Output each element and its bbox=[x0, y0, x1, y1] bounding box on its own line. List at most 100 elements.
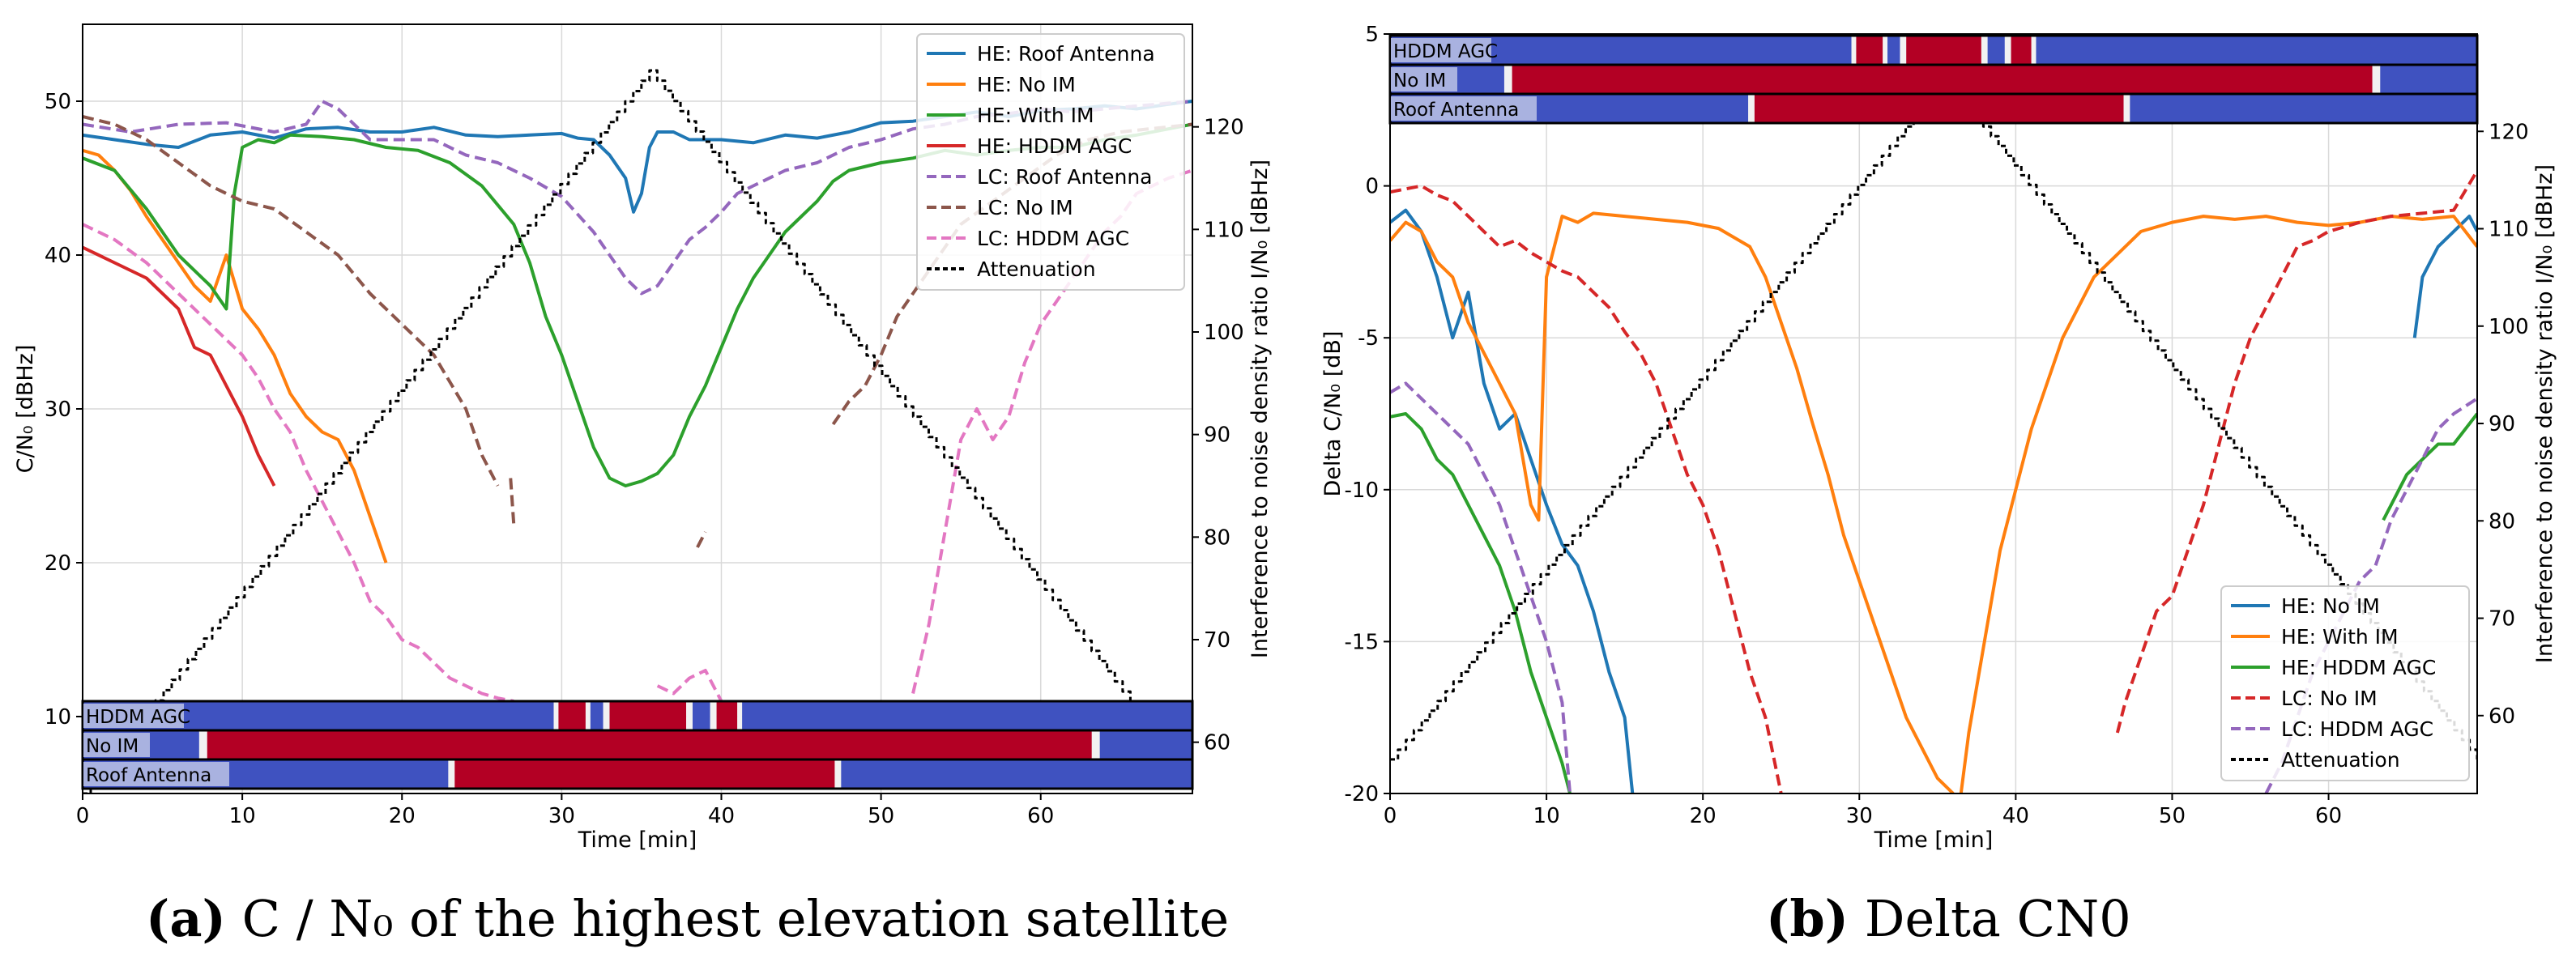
band-segment bbox=[1099, 730, 1192, 759]
legend-label: HE: No IM bbox=[2281, 594, 2380, 618]
band-label: No IM bbox=[86, 736, 139, 757]
y2-tick-label: 80 bbox=[2489, 509, 2515, 534]
band-segment bbox=[558, 701, 586, 730]
band-segment bbox=[454, 759, 835, 789]
band-segment bbox=[1512, 65, 2373, 94]
state-bands: HDDM AGC No IM Roof Antenna bbox=[81, 700, 1194, 790]
y2-tick-label: 100 bbox=[1204, 321, 1244, 345]
band-segment bbox=[1900, 36, 1907, 65]
band-segment bbox=[710, 701, 717, 730]
y2-axis-label: Interference to noise density ratio I/N₀… bbox=[1247, 160, 1273, 658]
y2-axis-label: Interference to noise density ratio I/N₀… bbox=[2532, 164, 2557, 663]
x-tick-label: 50 bbox=[868, 804, 894, 828]
y-tick-label: 10 bbox=[45, 705, 71, 730]
band-label-bg bbox=[1391, 38, 1491, 62]
caption-a: (a) C / N₀ of the highest elevation sate… bbox=[146, 889, 1229, 948]
band-label: HDDM AGC bbox=[86, 707, 190, 728]
y2-tick-label: 100 bbox=[2489, 315, 2529, 339]
y-tick-label: 30 bbox=[45, 398, 71, 422]
caption-a-label: (a) bbox=[146, 889, 226, 948]
band-segment bbox=[737, 701, 743, 730]
band-label-bg bbox=[1391, 67, 1457, 91]
series-lc-roof-antenna bbox=[83, 100, 1192, 296]
legend-label: Attenuation bbox=[2281, 748, 2400, 772]
band-segment bbox=[553, 701, 559, 730]
band-segment bbox=[834, 759, 842, 789]
x-tick-label: 40 bbox=[708, 804, 735, 828]
band-segment bbox=[693, 701, 710, 730]
band-segment bbox=[207, 730, 1092, 759]
band-segment bbox=[2031, 36, 2036, 65]
band-segment bbox=[603, 701, 610, 730]
x-tick-label: 20 bbox=[389, 804, 416, 828]
band-segment bbox=[2130, 94, 2477, 123]
band-segment bbox=[1748, 94, 1755, 123]
legend-label: HE: With IM bbox=[977, 104, 1094, 127]
series-attenuation bbox=[83, 69, 1192, 793]
y2-tick-label: 60 bbox=[1204, 731, 1230, 755]
band-segment bbox=[841, 759, 1192, 789]
band-label: Roof Antenna bbox=[1393, 100, 1519, 121]
band-label-bg bbox=[83, 733, 150, 757]
chart-panel-a: HDDM AGC No IM Roof Antenna 0 10 20 30 40 50 60 10… bbox=[13, 23, 1273, 853]
band-segment bbox=[742, 701, 1192, 730]
y2-tick-label: 120 bbox=[1204, 116, 1244, 140]
y-tick-label: 50 bbox=[45, 90, 71, 114]
y-tick-label: 5 bbox=[1365, 23, 1379, 47]
x-tick-label: 30 bbox=[1846, 804, 1873, 828]
band-label-bg bbox=[1391, 96, 1537, 121]
series-he-with-im bbox=[83, 122, 1192, 487]
band-segment bbox=[448, 759, 455, 789]
legend-label: LC: Roof Antenna bbox=[977, 165, 1152, 189]
band-label: No IM bbox=[1393, 70, 1446, 91]
x-tick-label: 20 bbox=[1690, 804, 1717, 828]
x-tick-label: 30 bbox=[548, 804, 575, 828]
y2-tick-label: 70 bbox=[1204, 628, 1230, 653]
caption-b: (b) Delta CN0 bbox=[1766, 889, 2131, 948]
band-segment bbox=[2004, 36, 2011, 65]
x-tick-label: 0 bbox=[1384, 804, 1397, 828]
band-label: Roof Antenna bbox=[86, 765, 211, 786]
series-he-hddm-agc bbox=[1390, 412, 2477, 793]
x-tick-label: 60 bbox=[1027, 804, 1054, 828]
band-segment bbox=[590, 701, 603, 730]
band-segment bbox=[585, 701, 591, 730]
y2-tick-label: 120 bbox=[2489, 120, 2529, 144]
band-segment bbox=[609, 701, 687, 730]
state-bands: HDDM AGC No IM Roof Antenna bbox=[1388, 34, 2479, 125]
band-segment bbox=[1851, 36, 1857, 65]
caption-b-text: Delta CN0 bbox=[1864, 889, 2131, 948]
x-tick-label: 60 bbox=[2315, 804, 2342, 828]
y2-tick-label: 70 bbox=[2489, 607, 2515, 632]
legend: HE: Roof Antenna HE: No IM HE: With IM HE: … bbox=[916, 33, 1185, 291]
band-label: HDDM AGC bbox=[1393, 41, 1498, 62]
y2-tick-label: 110 bbox=[1204, 218, 1244, 242]
y-tick-label: -20 bbox=[1345, 782, 1379, 806]
legend-label: LC: No IM bbox=[977, 196, 1073, 219]
series-attenuation bbox=[1390, 76, 2477, 761]
band-segment bbox=[1987, 36, 2005, 65]
axes-frame bbox=[1389, 33, 2478, 794]
y2-tick-label: 90 bbox=[1204, 423, 1230, 448]
legend-label: LC: HDDM AGC bbox=[2281, 717, 2433, 741]
y-axis-label: Delta C/N₀ [dB] bbox=[1320, 331, 1346, 497]
band-segment bbox=[1503, 65, 1512, 94]
legend-label: LC: No IM bbox=[2281, 687, 2378, 710]
y-axis-label: C/N₀ [dBHz] bbox=[13, 345, 38, 474]
x-tick-label: 0 bbox=[76, 804, 90, 828]
legend-label: HE: HDDM AGC bbox=[2281, 656, 2436, 679]
legend-label: HE: HDDM AGC bbox=[977, 134, 1132, 158]
y-tick-label: -15 bbox=[1345, 630, 1379, 654]
band-label-bg bbox=[83, 762, 229, 786]
band-segment bbox=[1981, 36, 1988, 65]
legend-label: HE: Roof Antenna bbox=[977, 42, 1155, 66]
legend-label: HE: With IM bbox=[2281, 625, 2399, 649]
caption-b-label: (b) bbox=[1766, 889, 1849, 948]
y2-tick-label: 90 bbox=[2489, 412, 2515, 436]
series-lc-no-im bbox=[83, 115, 1192, 548]
x-tick-label: 40 bbox=[2002, 804, 2029, 828]
series-he-with-im bbox=[1390, 211, 2477, 793]
x-tick-label: 10 bbox=[229, 804, 256, 828]
y2-tick-label: 80 bbox=[1204, 525, 1230, 550]
